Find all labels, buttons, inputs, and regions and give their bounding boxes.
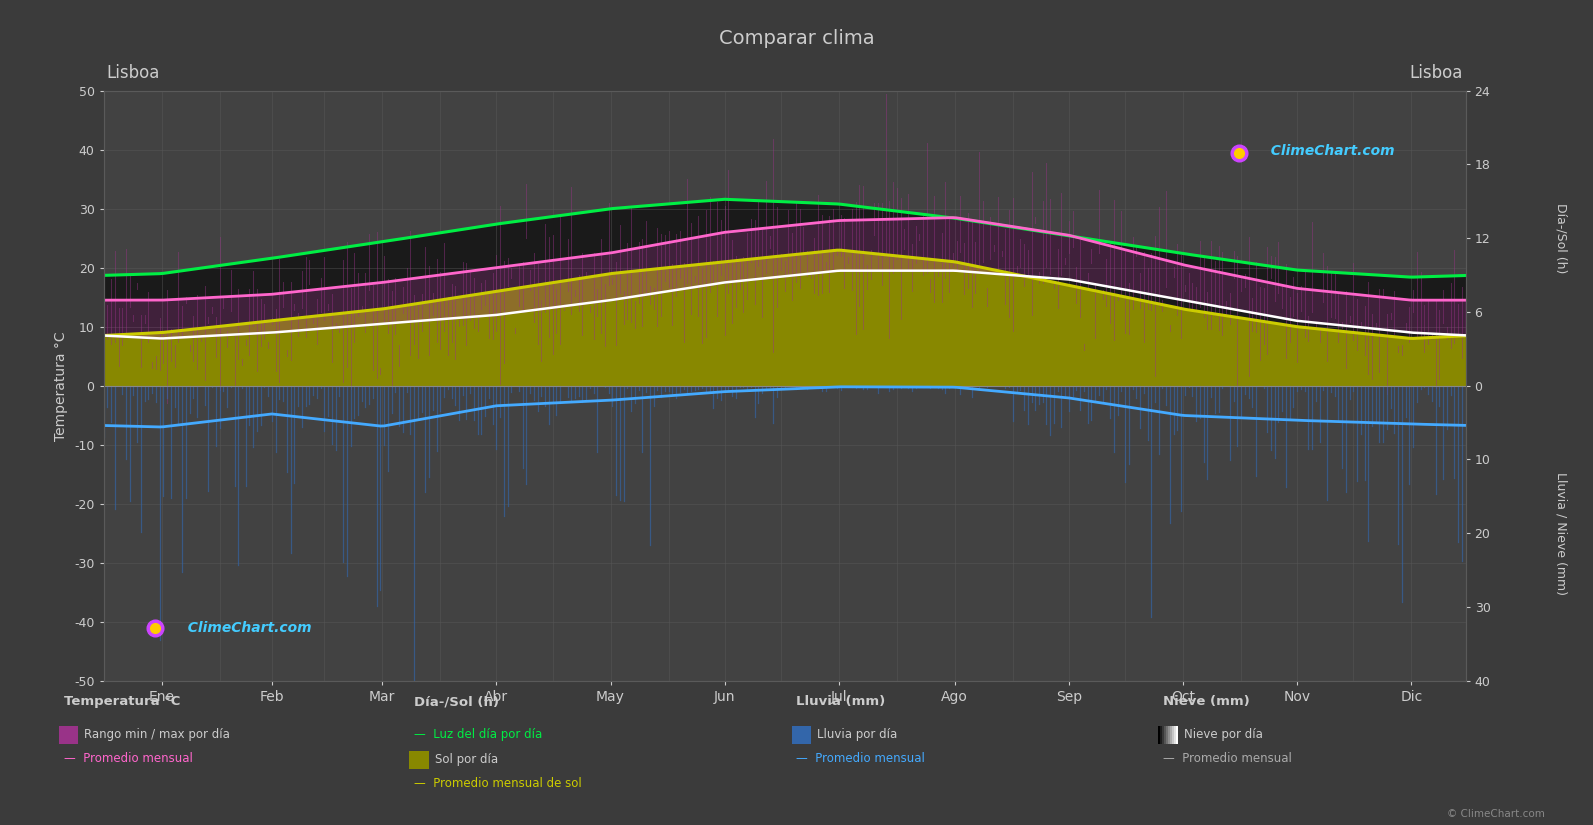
Text: Nieve (mm): Nieve (mm): [1163, 695, 1249, 709]
Text: Rango min / max por día: Rango min / max por día: [84, 728, 231, 741]
Text: Lluvia (mm): Lluvia (mm): [796, 695, 886, 709]
Text: Sol por día: Sol por día: [435, 752, 499, 766]
Text: Comparar clima: Comparar clima: [718, 29, 875, 48]
Text: Lisboa: Lisboa: [1410, 64, 1462, 82]
Text: Lluvia por día: Lluvia por día: [817, 728, 897, 741]
Text: —  Luz del día por día: — Luz del día por día: [414, 728, 543, 741]
Y-axis label: Temperatura °C: Temperatura °C: [54, 331, 68, 441]
Text: Lluvia / Nieve (mm): Lluvia / Nieve (mm): [1555, 472, 1568, 595]
Text: —  Promedio mensual de sol: — Promedio mensual de sol: [414, 777, 581, 790]
Text: Temperatura °C: Temperatura °C: [64, 695, 180, 709]
Text: —  Promedio mensual: — Promedio mensual: [64, 752, 193, 766]
Text: Nieve por día: Nieve por día: [1184, 728, 1263, 741]
Text: © ClimeChart.com: © ClimeChart.com: [1448, 808, 1545, 818]
Text: ClimeChart.com: ClimeChart.com: [178, 620, 312, 634]
Text: Día-/Sol (h): Día-/Sol (h): [414, 695, 499, 709]
Text: ClimeChart.com: ClimeChart.com: [1262, 144, 1395, 158]
Text: —  Promedio mensual: — Promedio mensual: [1163, 752, 1292, 766]
Text: —  Promedio mensual: — Promedio mensual: [796, 752, 926, 766]
Text: Lisboa: Lisboa: [107, 64, 159, 82]
Text: Día-/Sol (h): Día-/Sol (h): [1555, 203, 1568, 273]
